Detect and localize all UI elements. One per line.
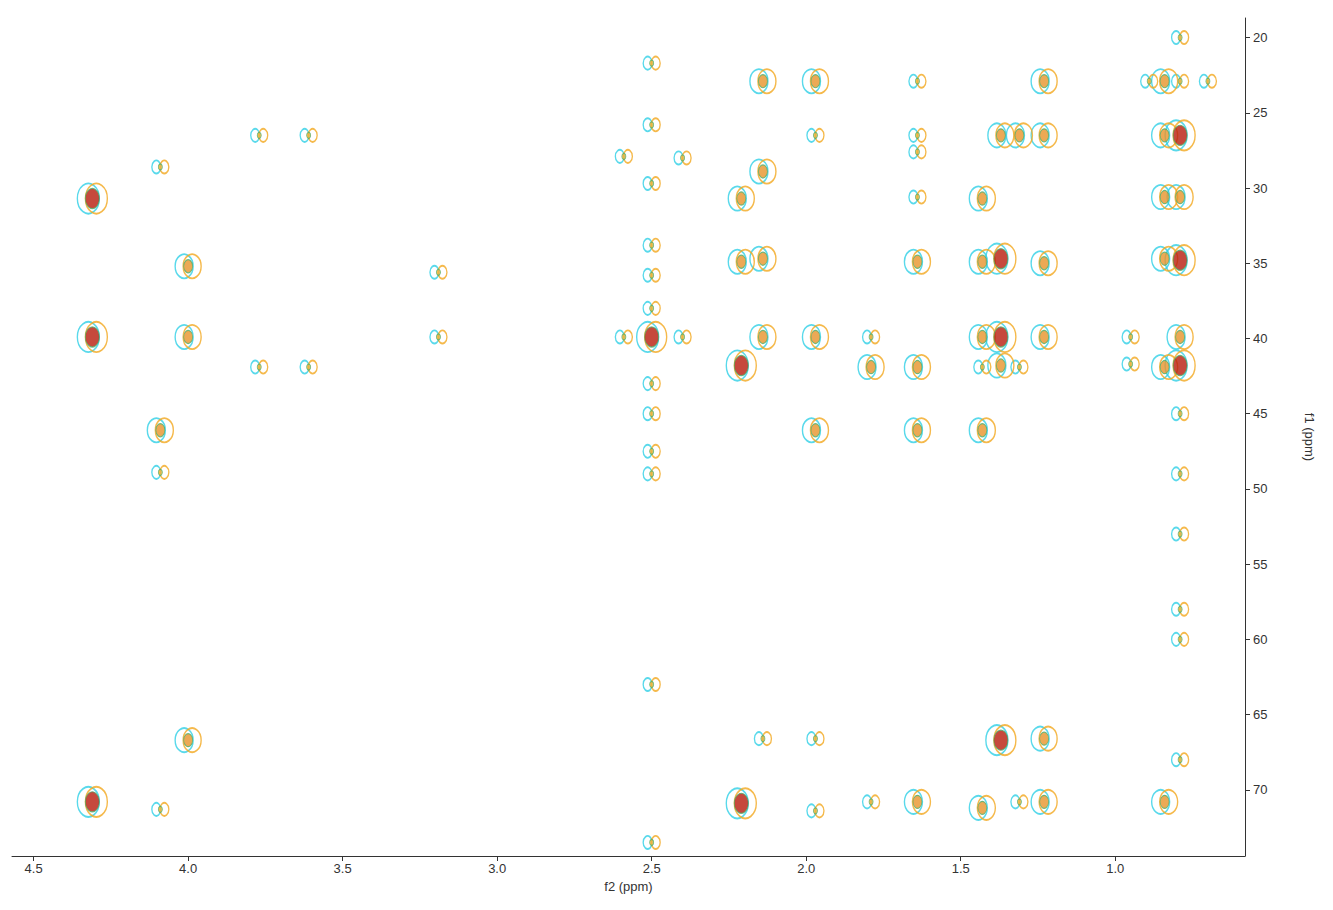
svg-text:f1 (ppm): f1 (ppm) bbox=[1302, 413, 1317, 461]
svg-text:45: 45 bbox=[1253, 406, 1267, 421]
svg-text:50: 50 bbox=[1253, 481, 1267, 496]
svg-text:30: 30 bbox=[1253, 181, 1267, 196]
svg-text:2.5: 2.5 bbox=[643, 861, 661, 876]
svg-text:3.5: 3.5 bbox=[334, 861, 352, 876]
svg-text:3.0: 3.0 bbox=[488, 861, 506, 876]
svg-text:55: 55 bbox=[1253, 557, 1267, 572]
svg-text:1.0: 1.0 bbox=[1106, 861, 1124, 876]
svg-text:40: 40 bbox=[1253, 331, 1267, 346]
svg-text:60: 60 bbox=[1253, 632, 1267, 647]
svg-text:65: 65 bbox=[1253, 707, 1267, 722]
svg-text:4.0: 4.0 bbox=[179, 861, 197, 876]
svg-text:2.0: 2.0 bbox=[797, 861, 815, 876]
svg-text:20: 20 bbox=[1253, 30, 1267, 45]
svg-text:70: 70 bbox=[1253, 782, 1267, 797]
svg-text:f2 (ppm): f2 (ppm) bbox=[604, 879, 652, 894]
svg-text:1.5: 1.5 bbox=[952, 861, 970, 876]
svg-text:35: 35 bbox=[1253, 256, 1267, 271]
svg-text:4.5: 4.5 bbox=[25, 861, 43, 876]
svg-text:25: 25 bbox=[1253, 105, 1267, 120]
